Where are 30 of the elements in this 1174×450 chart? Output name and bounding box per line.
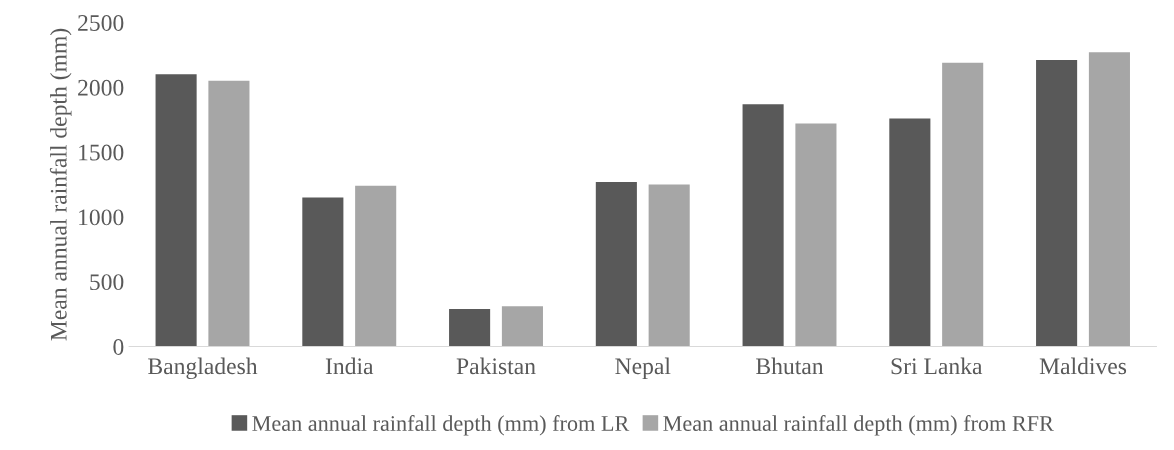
- bar: [155, 74, 197, 347]
- x-tick-label: Bangladesh: [148, 357, 258, 380]
- x-tick-label: Maldives: [1039, 357, 1127, 375]
- x-tick-label: India: [325, 357, 374, 375]
- y-tick-label: 1500: [79, 144, 124, 161]
- bar: [742, 104, 784, 347]
- x-tick-label: Pakistan: [456, 357, 536, 375]
- bar: [795, 123, 837, 347]
- bar: [208, 80, 250, 347]
- bar: [595, 181, 637, 347]
- y-tick-label: 0: [113, 338, 124, 355]
- bar: [449, 308, 491, 347]
- y-tick-label: 2500: [78, 14, 124, 31]
- bar: [1088, 52, 1130, 347]
- bar: [1036, 60, 1078, 347]
- x-tick-label: Nepal: [615, 357, 671, 380]
- bar: [355, 185, 397, 347]
- bar: [648, 184, 690, 347]
- y-tick-label: 2000: [78, 79, 124, 96]
- y-tick-label: 1000: [79, 209, 124, 226]
- y-axis-title: Mean annual rainfall depth (mm): [49, 28, 72, 341]
- bar: [889, 118, 931, 347]
- bar: [942, 62, 984, 347]
- y-tick-label: 500: [90, 274, 124, 291]
- legend-label: Mean annual rainfall depth (mm) from LR: [252, 415, 630, 436]
- legend-label: Mean annual rainfall depth (mm) from RFR: [663, 415, 1054, 436]
- bar: [501, 306, 543, 347]
- x-tick-label: Bhutan: [756, 357, 824, 375]
- x-tick-label: Sri Lanka: [891, 357, 983, 375]
- bar: [302, 197, 344, 347]
